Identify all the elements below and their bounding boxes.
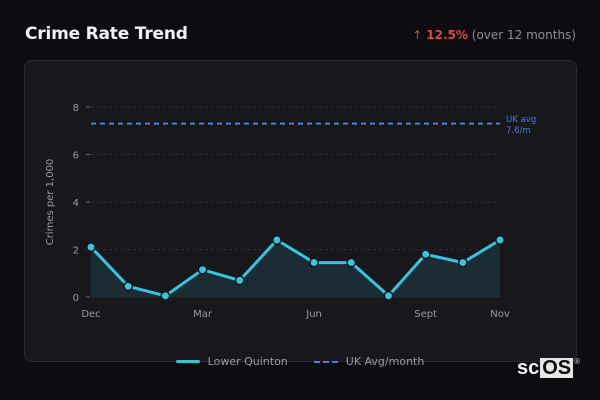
legend-item-lower-quinton[interactable]: Lower Quinton xyxy=(175,355,288,368)
data-point[interactable] xyxy=(197,264,208,275)
y-axis-label: Crimes per 1,000 xyxy=(45,159,56,246)
uk-avg-annotation-line1: UK avg xyxy=(506,115,536,125)
x-tick-label: Nov xyxy=(490,309,510,320)
x-tick-label: Jun xyxy=(305,309,322,320)
y-tick-label: 8 xyxy=(73,103,79,114)
legend-item-uk-avg[interactable]: UK Avg/month xyxy=(313,355,425,368)
y-tick-label: 2 xyxy=(73,246,79,257)
y-axis: 0 2 4 6 8 xyxy=(73,103,90,304)
scos-logo: sc OS ® xyxy=(517,358,580,378)
logo-boxed-text: OS xyxy=(540,357,574,379)
registered-mark-icon: ® xyxy=(574,357,581,366)
data-point[interactable] xyxy=(383,290,394,301)
trend-summary: ↑ 12.5% (over 12 months) xyxy=(412,28,576,42)
series-area-fill xyxy=(91,240,500,297)
series-line xyxy=(89,238,501,298)
data-point[interactable] xyxy=(271,235,282,245)
data-point[interactable] xyxy=(86,242,96,253)
legend-label: Lower Quinton xyxy=(207,355,288,368)
solid-line-swatch-icon xyxy=(175,360,200,363)
x-axis: Dec Mar Jun Sept Nov xyxy=(81,309,510,320)
trend-up-arrow-icon: ↑ xyxy=(412,28,423,42)
y-tick-label: 4 xyxy=(73,198,79,209)
chart-legend: Lower Quinton UK Avg/month xyxy=(0,355,600,368)
data-point[interactable] xyxy=(123,281,134,292)
trend-period: (over 12 months) xyxy=(471,28,576,42)
trend-percentage: 12.5% xyxy=(426,28,468,42)
chart-card xyxy=(24,60,577,362)
logo-prefix: sc xyxy=(517,357,540,379)
data-point[interactable] xyxy=(420,249,431,260)
uk-avg-annotation-line2: 7.6/m xyxy=(506,126,531,136)
x-tick-label: Mar xyxy=(193,309,213,320)
dashed-line-swatch-icon xyxy=(313,360,338,363)
data-point[interactable] xyxy=(346,257,357,268)
page-title: Crime Rate Trend xyxy=(25,24,188,44)
data-point[interactable] xyxy=(309,257,320,268)
data-point[interactable] xyxy=(234,275,245,286)
y-tick-label: 0 xyxy=(73,293,79,304)
legend-label: UK Avg/month xyxy=(345,355,425,368)
data-point[interactable] xyxy=(160,290,171,301)
data-points xyxy=(86,235,505,301)
y-tick-label: 6 xyxy=(73,151,79,162)
x-tick-label: Sept xyxy=(414,309,437,320)
data-point[interactable] xyxy=(457,257,468,268)
x-tick-label: Dec xyxy=(81,309,100,320)
data-point[interactable] xyxy=(495,235,505,245)
